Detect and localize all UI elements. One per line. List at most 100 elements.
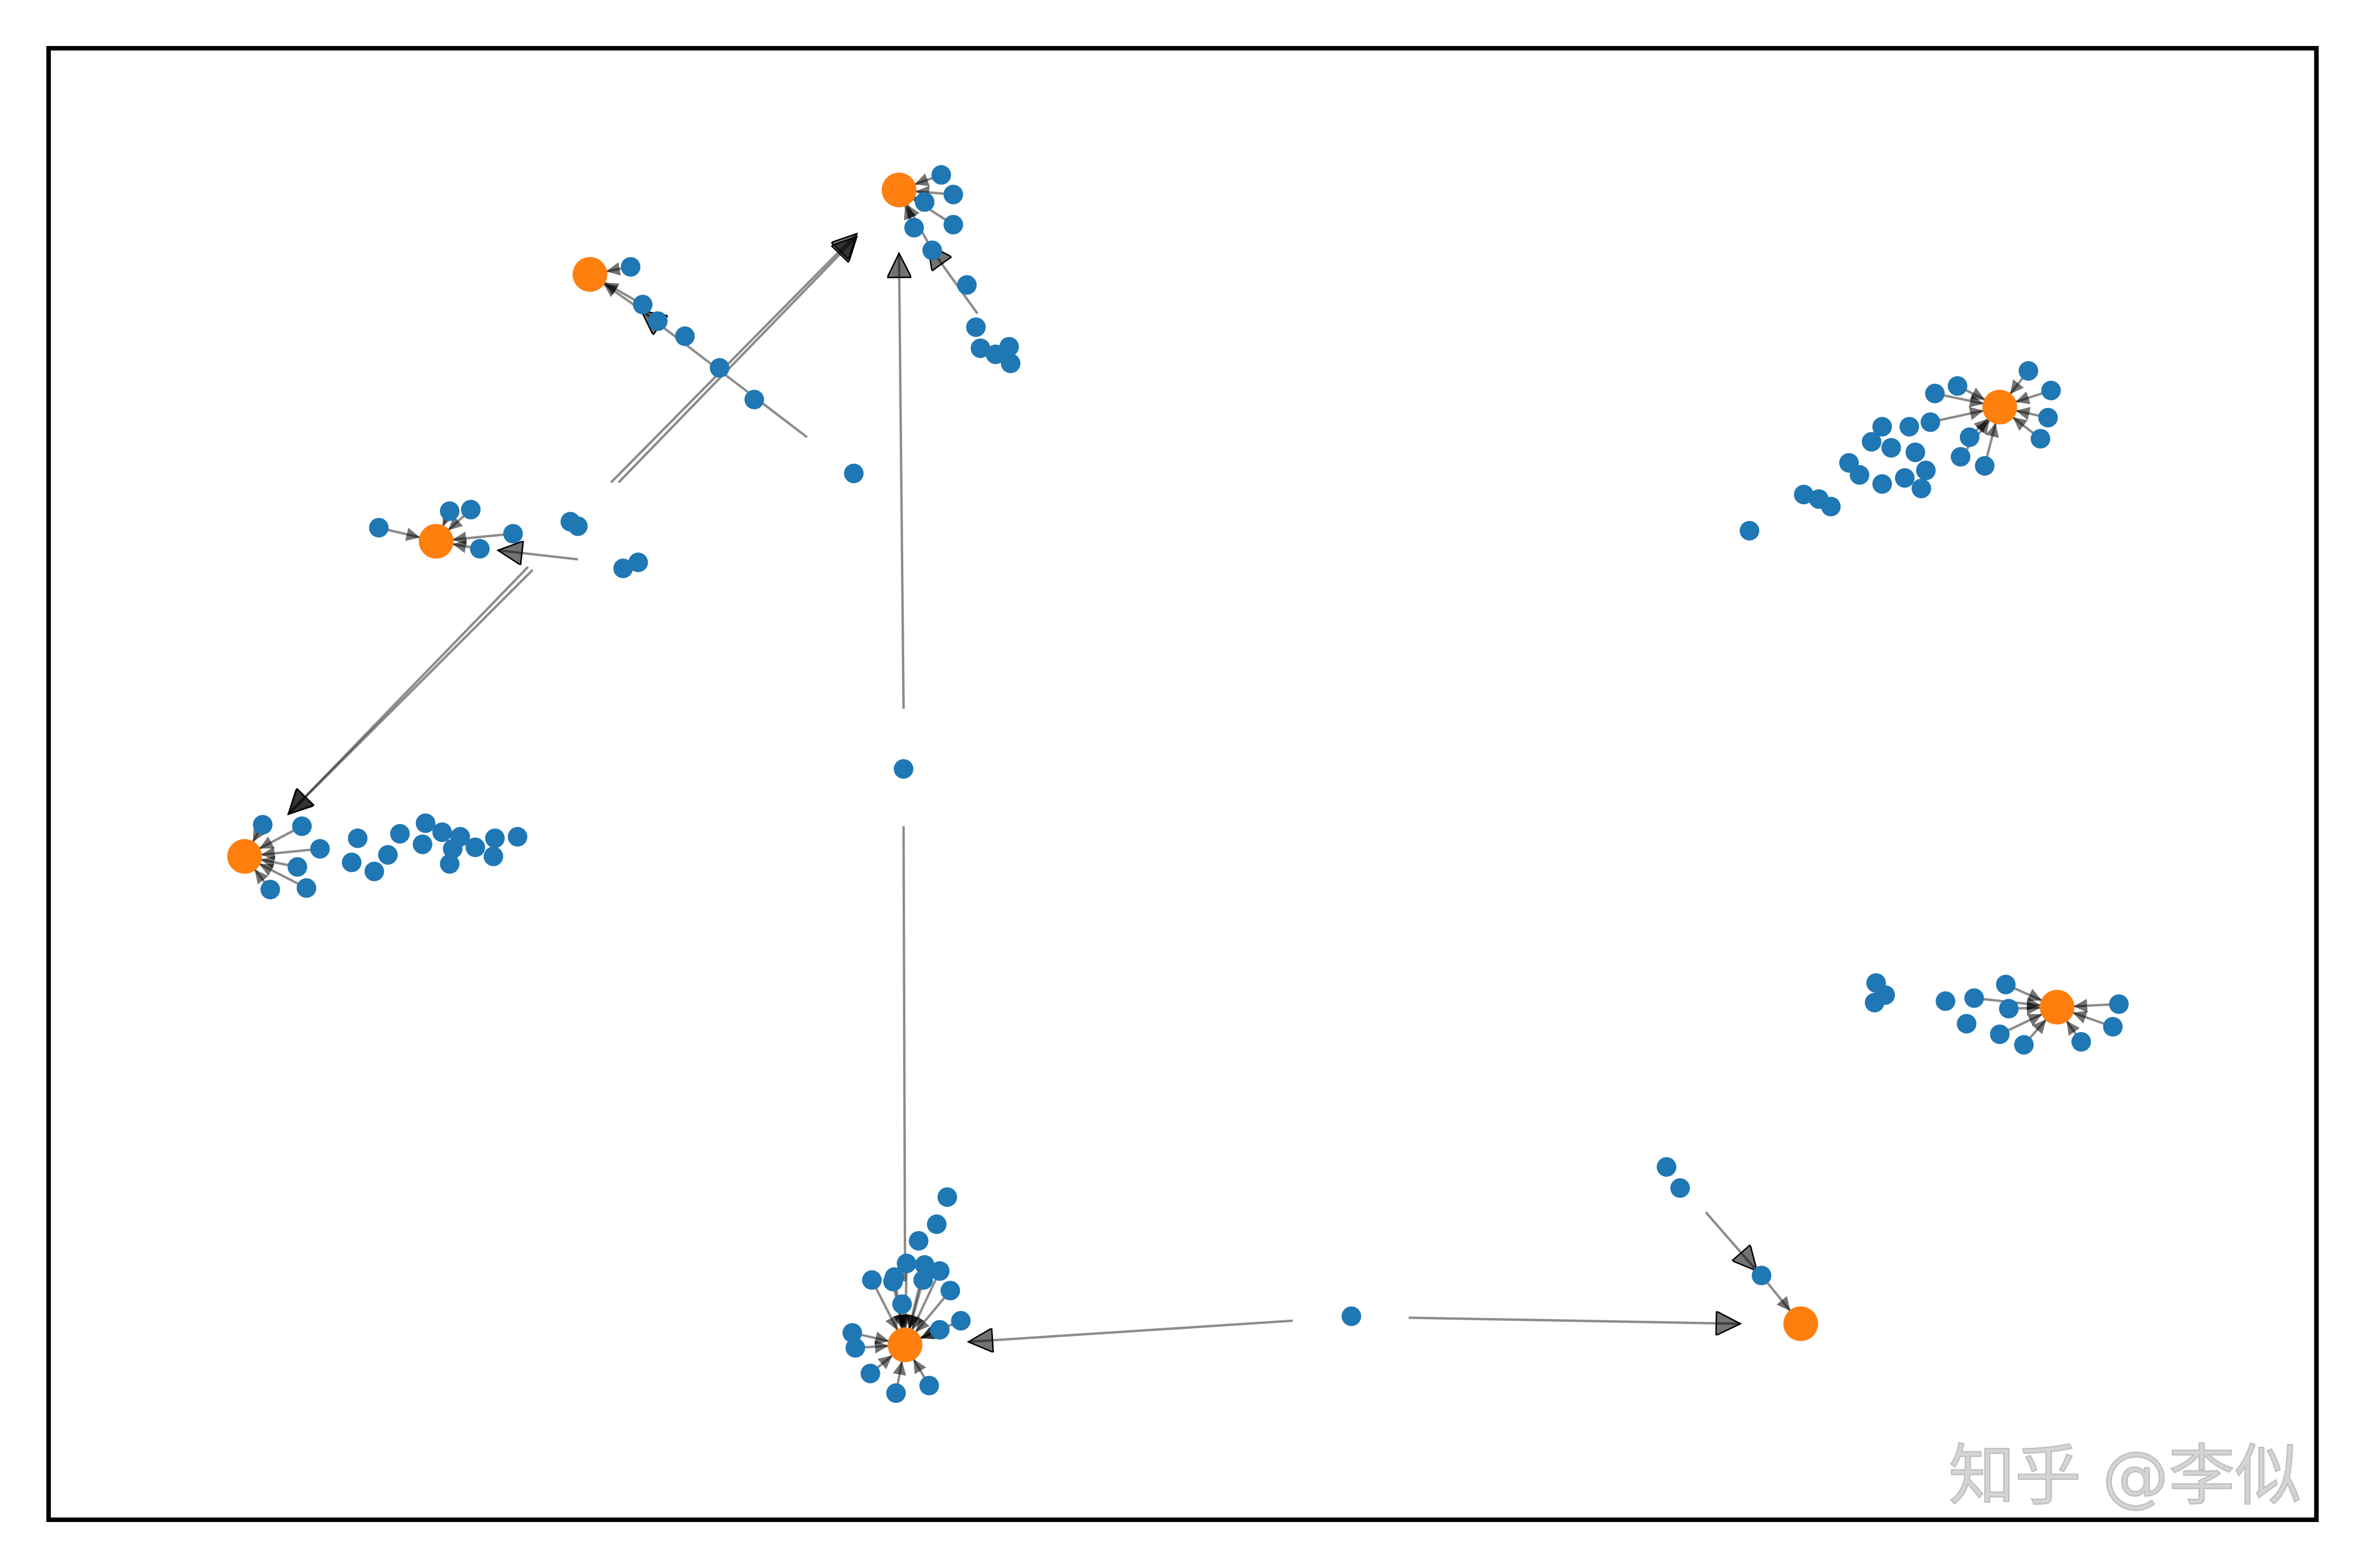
node [613,558,633,578]
edge [288,566,529,814]
node [503,524,523,544]
node [2014,1035,2034,1055]
node [633,294,653,314]
node [1905,442,1925,463]
node [860,1363,880,1383]
node [951,1310,971,1331]
node [937,1187,957,1207]
node [292,816,312,836]
node [1975,456,1995,476]
edge [1409,1317,1740,1323]
node [904,218,924,238]
node [922,240,942,260]
node [628,552,648,572]
node [913,1270,933,1290]
node [1821,497,1841,517]
edge [902,826,906,1282]
node [390,823,410,844]
hub-node [418,524,453,559]
node [744,390,765,410]
node [483,846,503,866]
hub-node [887,1327,923,1362]
node [909,1231,929,1251]
node [943,185,963,205]
node [999,337,1019,357]
edge [498,550,578,559]
node [470,539,490,559]
node [1916,460,1936,480]
node [943,215,963,235]
hub-node [573,257,608,292]
node [416,813,436,833]
node [297,878,317,898]
edge [452,531,514,545]
frame [46,45,2319,1523]
node [1794,484,1814,505]
node [940,1281,960,1301]
node [862,1270,882,1290]
node [1739,521,1760,541]
node [930,1261,950,1281]
node [1959,427,1979,447]
node [310,839,330,859]
node [439,854,460,874]
node [844,463,864,484]
node [347,828,368,848]
node [897,1254,917,1274]
node [1957,1013,1977,1034]
edge [1705,1211,1757,1271]
node [369,518,389,538]
node [842,1323,863,1343]
edge [261,846,320,860]
node [1850,465,1870,485]
node [1911,478,1931,498]
node [1881,438,1902,458]
node [1996,974,2016,994]
node [957,275,977,295]
node [709,358,729,378]
hub-node [2039,990,2075,1025]
edge [899,253,903,709]
node [883,1271,903,1292]
node [412,834,432,854]
edge [288,569,534,814]
nodes [227,165,2129,1403]
node [287,857,307,877]
node [1872,417,1892,437]
node [966,317,986,337]
hub-node [881,173,917,208]
node [1925,384,1945,404]
node [926,1214,947,1234]
node [1936,991,1956,1011]
node [893,759,913,779]
node [886,1383,906,1403]
node [341,852,362,873]
node [1752,1266,1772,1286]
node [1999,999,2019,1019]
node [253,815,273,835]
node [1670,1178,1690,1198]
node [1951,447,1971,467]
node [485,828,505,848]
node [1920,412,1940,432]
node [914,192,935,212]
node [1964,988,1984,1008]
node [378,845,398,865]
node [439,501,460,521]
node [919,1375,939,1395]
node [621,257,641,277]
node [1899,417,1919,437]
node [460,499,481,519]
node [1865,992,1885,1013]
edge [617,236,857,484]
node [648,311,668,331]
node [1872,474,1892,494]
node [2030,429,2050,449]
node [2103,1017,2123,1037]
node [432,822,452,842]
hub-node [1783,1306,1818,1341]
edge [610,234,857,484]
node [1861,432,1881,452]
node [970,338,991,358]
node [465,837,485,858]
